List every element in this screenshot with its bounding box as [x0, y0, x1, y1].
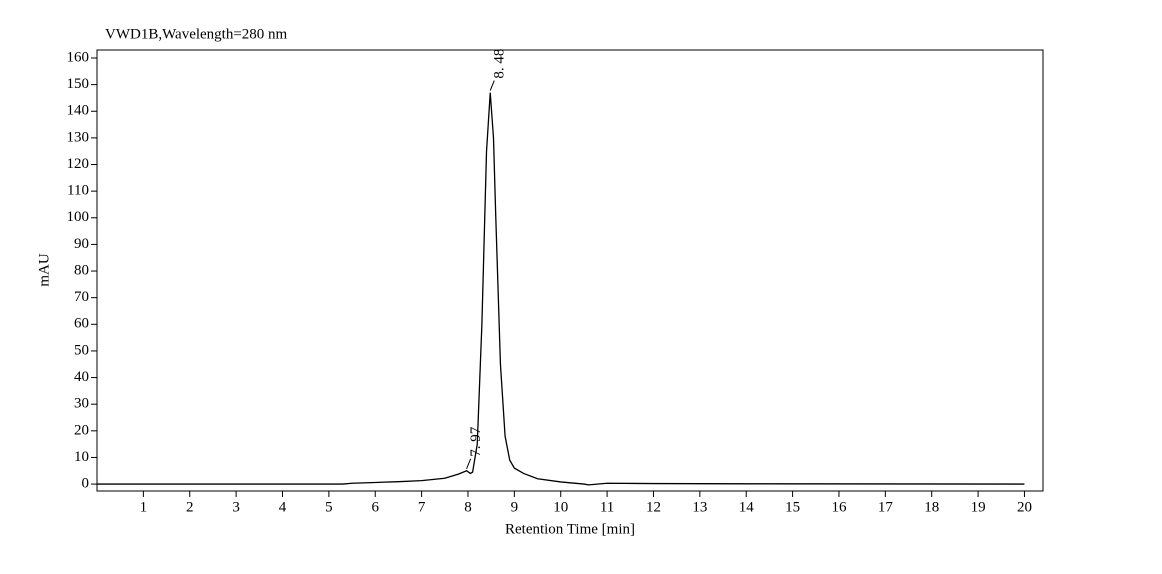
x-tick-label: 4: [279, 499, 287, 515]
x-tick-label: 19: [971, 499, 986, 515]
peak-label: 8. 48: [492, 49, 508, 79]
x-tick-label: 8: [464, 499, 472, 515]
signal-line: [97, 92, 1025, 486]
plot-frame: [96, 49, 1044, 492]
y-tick-label: 30: [74, 396, 89, 412]
y-tick-label: 20: [74, 422, 89, 438]
y-tick-label: 50: [74, 342, 89, 358]
x-tick-label: 20: [1017, 499, 1032, 515]
x-tick-label: 11: [600, 499, 614, 515]
x-tick-label: 5: [325, 499, 333, 515]
x-tick-label: 7: [418, 499, 426, 515]
x-tick-label: 3: [232, 499, 240, 515]
x-tick-label: 18: [924, 499, 939, 515]
y-tick-label: 160: [67, 49, 90, 65]
peak-marker: [489, 80, 495, 91]
y-tick-label: 60: [74, 316, 89, 332]
x-tick-label: 14: [739, 499, 755, 515]
y-tick-label: 100: [67, 209, 90, 225]
y-axis-label: mAU: [36, 253, 52, 287]
x-tick-label: 10: [553, 499, 568, 515]
y-tick-label: 70: [74, 289, 89, 305]
y-tick-label: 0: [82, 476, 90, 492]
x-tick-label: 17: [878, 499, 894, 515]
y-tick-label: 80: [74, 262, 89, 278]
x-tick-label: 6: [371, 499, 379, 515]
x-axis-label: Retention Time [min]: [505, 521, 635, 537]
x-tick-label: 9: [511, 499, 519, 515]
y-tick-label: 130: [67, 129, 90, 145]
x-tick-label: 16: [831, 499, 847, 515]
x-tick-label: 1: [140, 499, 148, 515]
chart-title: VWD1B,Wavelength=280 nm: [105, 26, 288, 42]
x-tick-label: 2: [186, 499, 194, 515]
y-tick-label: 120: [67, 156, 90, 172]
y-tick-label: 140: [67, 103, 90, 119]
y-tick-label: 110: [67, 183, 89, 199]
x-tick-label: 13: [692, 499, 707, 515]
x-tick-label: 12: [646, 499, 661, 515]
y-tick-label: 40: [74, 369, 89, 385]
x-tick-label: 15: [785, 499, 800, 515]
y-tick-label: 150: [67, 76, 90, 92]
peak-label: 7. 97: [468, 426, 484, 457]
peak-marker: [466, 458, 472, 469]
y-tick-label: 90: [74, 236, 89, 252]
y-tick-label: 10: [74, 449, 89, 465]
